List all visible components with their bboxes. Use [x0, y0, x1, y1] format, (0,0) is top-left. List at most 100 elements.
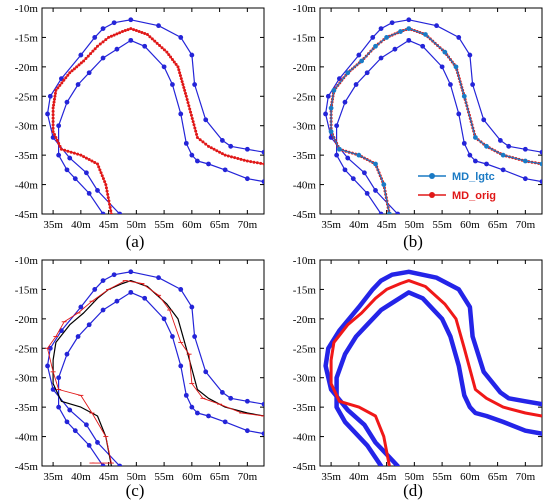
data-point	[117, 463, 123, 466]
data-point	[51, 130, 55, 134]
data-point	[500, 167, 506, 173]
x-tick-label: 60m	[182, 219, 202, 231]
data-point	[345, 70, 351, 76]
data-point	[165, 50, 169, 54]
y-tick-label: -10m	[293, 3, 317, 15]
data-point	[186, 101, 190, 105]
data-point	[182, 85, 186, 89]
data-point	[323, 111, 328, 117]
data-point	[261, 149, 264, 155]
data-point	[206, 413, 211, 419]
y-tick-label: -25m	[15, 91, 39, 103]
data-point	[93, 161, 97, 164]
x-tick-label: 70m	[238, 219, 258, 231]
data-point	[107, 199, 111, 203]
data-point	[539, 161, 542, 167]
data-point	[226, 154, 230, 158]
data-point	[259, 161, 263, 165]
data-point	[128, 17, 134, 23]
x-tick-label: 50m	[405, 219, 425, 231]
data-point	[100, 211, 106, 214]
data-point	[364, 70, 370, 76]
x-tick-label: 50m	[127, 219, 147, 231]
data-point	[86, 70, 92, 76]
data-point	[104, 183, 108, 187]
data-point	[62, 78, 66, 82]
data-point	[328, 105, 334, 111]
y-tick-label: -40m	[15, 180, 39, 192]
data-point	[262, 162, 264, 166]
data-point	[228, 143, 234, 149]
data-point	[467, 152, 473, 158]
data-point	[56, 375, 62, 381]
x-tick-label: 55m	[154, 471, 174, 483]
series-inner-boundary	[58, 39, 264, 214]
data-point	[128, 37, 134, 43]
data-point	[51, 123, 55, 127]
data-point	[185, 97, 189, 101]
x-tick-label: 70m	[516, 471, 536, 483]
panel-3: -10m -15m -20m -25m -30m -35m -40m -45m 35m 40m 45…	[15, 255, 265, 500]
data-point	[51, 120, 55, 124]
data-point	[189, 52, 195, 58]
data-point	[56, 152, 62, 158]
data-point	[169, 55, 173, 59]
data-point	[106, 196, 110, 200]
data-point	[261, 431, 264, 437]
data-point	[406, 26, 412, 31]
data-point	[334, 123, 340, 129]
data-point	[79, 61, 83, 65]
data-point	[261, 401, 264, 407]
data-point	[206, 161, 211, 167]
data-point	[389, 20, 395, 26]
data-point	[220, 152, 224, 156]
data-point	[100, 55, 106, 61]
x-tick-label: 35m	[43, 219, 63, 231]
data-point	[198, 138, 202, 142]
data-point	[195, 158, 200, 164]
y-tick-label: -35m	[293, 150, 317, 162]
x-tick-label: 60m	[460, 471, 480, 483]
data-point	[52, 100, 56, 104]
data-point	[178, 35, 184, 40]
data-point	[47, 345, 53, 351]
data-point	[219, 138, 225, 143]
series-center-path-orig	[330, 28, 542, 214]
data-point	[160, 46, 164, 50]
data-point	[91, 49, 95, 53]
data-point	[100, 278, 106, 283]
data-point	[179, 77, 183, 81]
data-point	[342, 167, 348, 173]
data-point	[473, 158, 478, 164]
data-point	[334, 152, 340, 158]
data-point	[97, 165, 101, 169]
axes-box	[41, 7, 265, 215]
series-inner-boundary	[58, 291, 264, 466]
series-center-path	[52, 280, 264, 466]
legend-label: MD_lgtc	[452, 171, 495, 183]
y-tick-label: -35m	[15, 402, 39, 414]
data-point	[75, 334, 81, 339]
plot-area	[323, 269, 542, 466]
data-point	[51, 106, 55, 110]
data-point	[100, 26, 106, 31]
data-point	[228, 395, 234, 401]
x-tick-label: 35m	[43, 471, 63, 483]
data-point	[54, 135, 58, 139]
data-point	[118, 31, 122, 35]
data-point	[183, 88, 187, 92]
data-point	[328, 129, 334, 135]
data-point	[66, 149, 70, 153]
series-outer-boundary	[325, 19, 542, 214]
panel-1: -10m -15m -20m -25m -30m -35m -40m -45m 35m 40m 45…	[15, 3, 265, 251]
y-tick-label: -15m	[15, 32, 39, 44]
data-point	[114, 298, 120, 304]
data-point	[192, 123, 196, 127]
x-tick-label: 65m	[210, 471, 230, 483]
data-point	[129, 27, 133, 31]
data-point	[51, 109, 55, 113]
data-point	[68, 71, 72, 75]
data-point	[150, 37, 154, 41]
y-tick-label: -35m	[15, 150, 39, 162]
data-point	[142, 295, 148, 301]
